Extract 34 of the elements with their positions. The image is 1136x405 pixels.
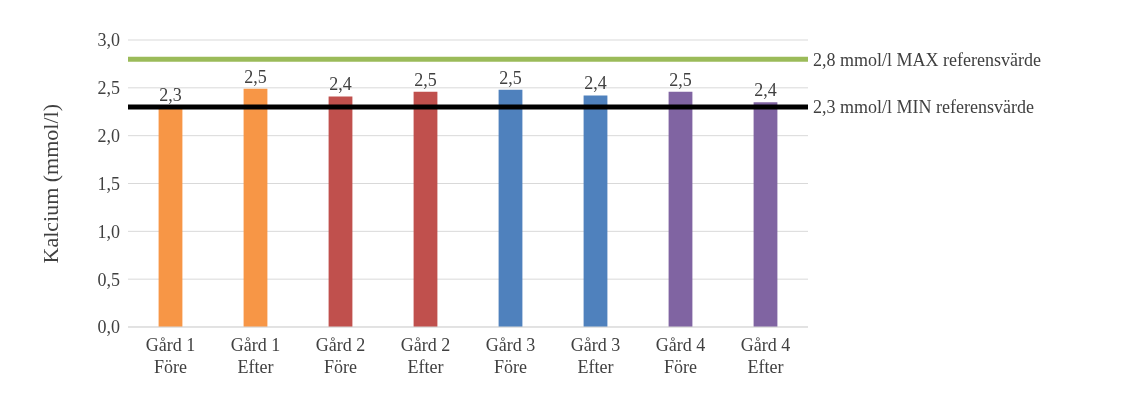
data-label: 2,4 — [329, 74, 352, 95]
data-label: 2,3 — [159, 84, 182, 105]
x-tick-label: Gård 4 Efter — [740, 335, 791, 377]
x-tick-label: Gård 1 Före — [145, 335, 196, 377]
ref-line-label: 2,8 mmol/l MAX referensvärde — [813, 49, 1041, 70]
y-tick-label: 1,5 — [97, 173, 120, 194]
y-tick-label: 1,0 — [97, 221, 120, 242]
data-label: 2,5 — [669, 69, 692, 90]
bar — [498, 89, 523, 327]
bar — [243, 88, 268, 327]
y-tick-label: 3,0 — [97, 30, 120, 51]
bar — [668, 91, 693, 327]
x-tick-label: Gård 1 Efter — [230, 335, 281, 377]
data-label: 2,5 — [499, 67, 522, 88]
bar — [158, 106, 183, 327]
y-tick-label: 0,5 — [97, 269, 120, 290]
y-axis-title: Kalcium (mmol/l) — [37, 104, 63, 264]
x-tick-label: Gård 3 Före — [485, 335, 536, 377]
x-tick-label: Gård 3 Efter — [570, 335, 621, 377]
data-label: 2,4 — [754, 80, 777, 101]
bar — [328, 96, 353, 327]
x-tick-label: Gård 2 Före — [315, 335, 366, 377]
bar — [413, 91, 438, 327]
y-tick-label: 2,5 — [97, 78, 120, 99]
data-label: 2,5 — [244, 66, 267, 87]
ref-line-label: 2,3 mmol/l MIN referensvärde — [813, 97, 1034, 118]
x-tick-label: Gård 2 Efter — [400, 335, 451, 377]
data-label: 2,5 — [414, 69, 437, 90]
y-tick-label: 2,0 — [97, 126, 120, 147]
data-label: 2,4 — [584, 73, 607, 94]
bar — [753, 102, 778, 327]
y-tick-label: 0,0 — [97, 317, 120, 338]
x-tick-label: Gård 4 Före — [655, 335, 706, 377]
bar — [583, 95, 608, 327]
